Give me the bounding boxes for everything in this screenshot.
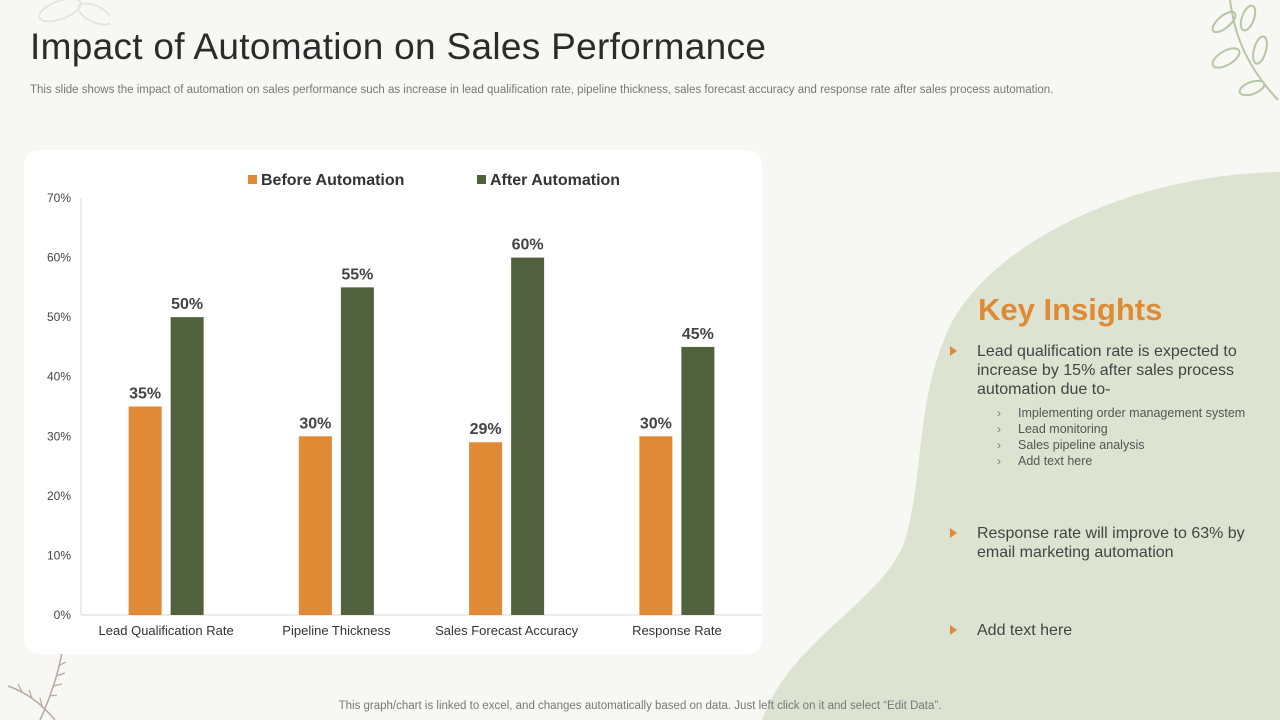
insight-text: Response rate will improve to 63% by ema… bbox=[977, 525, 1245, 561]
data-label: 55% bbox=[341, 266, 373, 283]
data-label: 30% bbox=[640, 415, 672, 432]
bar-after bbox=[340, 287, 374, 615]
x-tick-label: Sales Forecast Accuracy bbox=[435, 623, 579, 638]
bar-after bbox=[170, 317, 204, 615]
page-subtitle: This slide shows the impact of automatio… bbox=[30, 84, 1054, 96]
y-tick-label: 40% bbox=[47, 370, 71, 384]
y-tick-label: 60% bbox=[47, 251, 71, 265]
footer-note: This graph/chart is linked to excel, and… bbox=[338, 700, 942, 712]
insight-point: Add text here bbox=[950, 621, 1260, 640]
data-label: 50% bbox=[171, 296, 203, 313]
chart-card[interactable]: 0% 10% 20% 30% 40% 50% 60% 70% 35% 50% Lead Qualif… bbox=[24, 150, 762, 654]
legend-swatch bbox=[477, 175, 486, 184]
data-label: 45% bbox=[682, 326, 714, 343]
leaf-decoration-top-right bbox=[1211, 0, 1279, 101]
y-tick-label: 70% bbox=[47, 191, 71, 205]
triangle-bullet-icon bbox=[950, 625, 957, 635]
data-label: 29% bbox=[470, 421, 502, 438]
bar-before bbox=[639, 436, 673, 615]
bar-after bbox=[511, 257, 545, 615]
insight-point: Response rate will improve to 63% by ema… bbox=[950, 524, 1260, 562]
chevron-right-icon: › bbox=[997, 454, 1001, 468]
y-tick-label: 30% bbox=[47, 429, 71, 443]
data-label: 30% bbox=[299, 415, 331, 432]
leaf-decoration-top-left bbox=[38, 0, 110, 26]
x-tick-label: Pipeline Thickness bbox=[282, 623, 391, 638]
twig-decoration-bottom-left bbox=[7, 651, 67, 720]
legend-label: After Automation bbox=[490, 172, 620, 189]
legend-swatch bbox=[248, 175, 257, 184]
insight-sublist: › Implementing order management system › L… bbox=[977, 405, 1260, 469]
bar-after bbox=[681, 346, 715, 615]
x-tick-label: Lead Qualification Rate bbox=[99, 623, 234, 638]
triangle-bullet-icon bbox=[950, 528, 957, 538]
y-tick-label: 10% bbox=[47, 548, 71, 562]
insight-subitem: › Implementing order management system bbox=[997, 406, 1246, 420]
y-tick-label: 20% bbox=[47, 489, 71, 503]
insight-text: Lead qualification rate is expected to i… bbox=[977, 343, 1237, 398]
data-label: 60% bbox=[512, 237, 544, 254]
insight-subitem: › Lead monitoring bbox=[997, 422, 1108, 436]
key-insights-title: Key Insights bbox=[978, 292, 1163, 327]
bar-before bbox=[128, 406, 162, 615]
y-tick-label: 0% bbox=[54, 608, 72, 622]
bar-chart[interactable]: 0% 10% 20% 30% 40% 50% 60% 70% 35% 50% Lead Qualif… bbox=[24, 150, 762, 654]
chevron-right-icon: › bbox=[997, 422, 1001, 436]
bar-before bbox=[298, 436, 332, 615]
insight-point: Lead qualification rate is expected to i… bbox=[950, 342, 1260, 469]
triangle-bullet-icon bbox=[950, 346, 957, 356]
insight-subitem: › Add text here bbox=[997, 454, 1093, 468]
data-label: 35% bbox=[129, 386, 161, 403]
page-title: Impact of Automation on Sales Performanc… bbox=[30, 26, 767, 67]
insight-subitem: › Sales pipeline analysis bbox=[997, 438, 1145, 452]
key-insights-panel: Key Insights Lead qualification rate is … bbox=[950, 292, 1260, 640]
x-tick-label: Response Rate bbox=[632, 623, 722, 638]
chevron-right-icon: › bbox=[997, 406, 1001, 420]
bar-before bbox=[469, 442, 503, 615]
insight-text: Add text here bbox=[977, 622, 1073, 639]
chevron-right-icon: › bbox=[997, 438, 1001, 452]
y-tick-label: 50% bbox=[47, 310, 71, 324]
legend-label: Before Automation bbox=[261, 172, 404, 189]
